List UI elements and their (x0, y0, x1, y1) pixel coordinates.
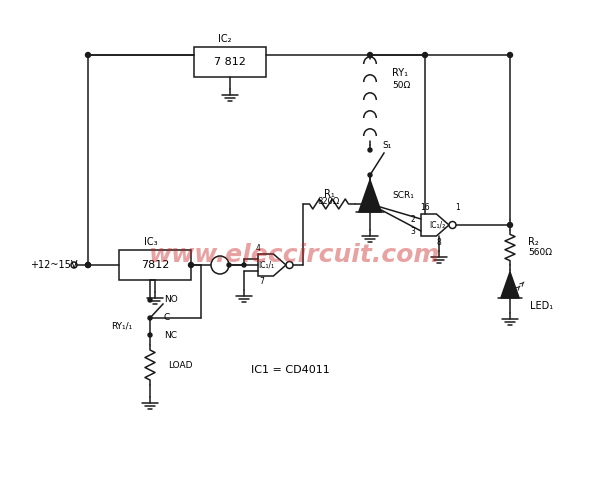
Polygon shape (359, 180, 381, 212)
Text: IC1 = CD4011: IC1 = CD4011 (251, 365, 329, 375)
Circle shape (368, 148, 372, 152)
Text: A: A (217, 261, 223, 270)
Text: LOAD: LOAD (168, 360, 193, 369)
Circle shape (71, 262, 77, 268)
Text: NO: NO (164, 295, 178, 304)
Text: 16: 16 (420, 204, 430, 213)
Polygon shape (501, 272, 519, 298)
Text: LED₁: LED₁ (530, 301, 553, 311)
Text: 8: 8 (437, 238, 442, 247)
Bar (119, 250, 191, 280)
Text: 7 812: 7 812 (214, 57, 246, 67)
Circle shape (508, 53, 512, 57)
Text: RY₁/₁: RY₁/₁ (112, 322, 133, 330)
Circle shape (368, 173, 372, 177)
Text: 50Ω: 50Ω (392, 80, 410, 89)
Circle shape (367, 202, 373, 206)
Circle shape (367, 202, 373, 206)
Circle shape (227, 263, 231, 267)
Text: IC₂: IC₂ (218, 34, 232, 44)
Circle shape (86, 262, 91, 268)
Text: S₁: S₁ (382, 141, 391, 150)
Text: 1: 1 (455, 204, 460, 213)
Circle shape (449, 221, 456, 228)
Circle shape (286, 261, 293, 269)
Text: C: C (164, 314, 170, 323)
Text: 7812: 7812 (141, 260, 169, 270)
Text: R₁: R₁ (323, 189, 334, 199)
Text: SCR₁: SCR₁ (392, 192, 414, 200)
Text: 2: 2 (410, 215, 415, 224)
Text: IC₃: IC₃ (144, 237, 158, 247)
Circle shape (148, 298, 152, 302)
Text: 4: 4 (256, 243, 260, 252)
Text: +12~15V: +12~15V (30, 260, 77, 270)
Circle shape (148, 333, 152, 337)
Text: NC: NC (164, 330, 177, 339)
Circle shape (211, 256, 229, 274)
Text: 7: 7 (260, 278, 265, 286)
Polygon shape (421, 214, 449, 236)
Text: IC₁/₁: IC₁/₁ (258, 261, 274, 270)
Text: IC₁/₂: IC₁/₂ (429, 220, 445, 229)
Circle shape (508, 222, 512, 228)
Text: 560Ω: 560Ω (528, 248, 552, 257)
Text: RY₁: RY₁ (392, 68, 408, 78)
Text: 3: 3 (410, 227, 415, 236)
Circle shape (86, 53, 91, 57)
Bar (194, 47, 266, 77)
Polygon shape (258, 254, 286, 276)
Circle shape (242, 263, 246, 267)
Circle shape (422, 53, 427, 57)
Circle shape (86, 262, 91, 268)
Circle shape (148, 316, 152, 320)
Text: 820Ω: 820Ω (318, 197, 340, 206)
Text: R₂: R₂ (528, 237, 539, 247)
Circle shape (188, 262, 193, 268)
Circle shape (367, 53, 373, 57)
Text: www.eleccircuit.com: www.eleccircuit.com (149, 243, 440, 267)
